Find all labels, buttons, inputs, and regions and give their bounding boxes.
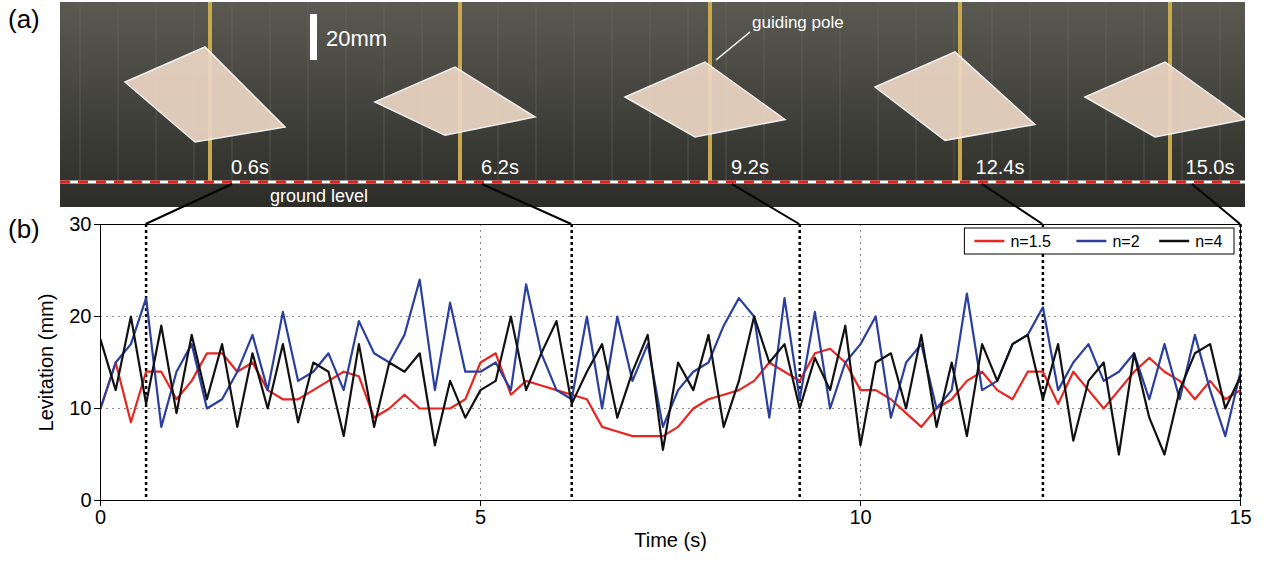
svg-text:15.0s: 15.0s [1186,156,1235,178]
svg-text:ground level: ground level [270,186,368,206]
svg-text:10: 10 [69,397,91,419]
svg-text:0: 0 [80,489,91,511]
svg-text:30: 30 [69,213,91,235]
svg-text:10: 10 [849,506,871,528]
svg-text:20: 20 [69,305,91,327]
svg-text:12.4s: 12.4s [976,156,1025,178]
svg-text:Levitation (mm): Levitation (mm) [35,294,57,432]
svg-text:15: 15 [1229,506,1251,528]
svg-text:0.6s: 0.6s [231,156,269,178]
html-text:(a): (a) [8,4,40,34]
svg-text:9.2s: 9.2s [731,156,769,178]
svg-text:n=2: n=2 [1112,233,1139,250]
html-text:(b): (b) [8,214,40,244]
svg-text:6.2s: 6.2s [481,156,519,178]
svg-text:n=4: n=4 [1195,233,1222,250]
svg-text:5: 5 [475,506,486,528]
svg-text:20mm: 20mm [326,26,387,51]
svg-text:0: 0 [95,506,106,528]
svg-text:n=1.5: n=1.5 [1010,233,1051,250]
svg-text:Time (s): Time (s) [634,529,707,551]
svg-text:guiding pole: guiding pole [752,13,844,32]
